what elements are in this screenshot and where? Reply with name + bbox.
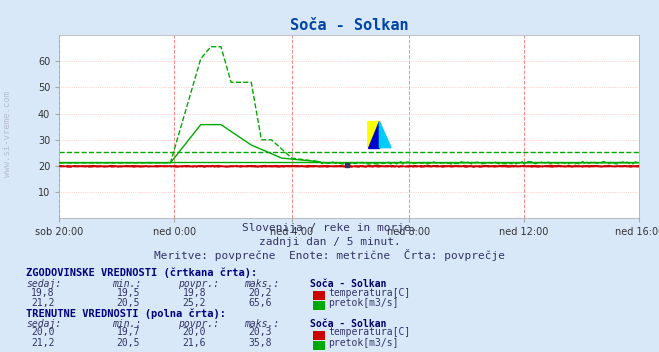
- Text: 21,2: 21,2: [31, 297, 55, 308]
- Text: pretok[m3/s]: pretok[m3/s]: [328, 297, 399, 308]
- Text: Slovenija / reke in morje.: Slovenija / reke in morje.: [242, 222, 417, 233]
- Text: zadnji dan / 5 minut.: zadnji dan / 5 minut.: [258, 237, 401, 247]
- Text: www.si-vreme.com: www.si-vreme.com: [3, 91, 13, 177]
- Text: 21,6: 21,6: [183, 338, 206, 348]
- Text: 35,8: 35,8: [248, 338, 272, 348]
- Text: TRENUTNE VREDNOSTI (polna črta):: TRENUTNE VREDNOSTI (polna črta):: [26, 308, 226, 319]
- Text: povpr.:: povpr.:: [178, 319, 219, 329]
- Text: maks.:: maks.:: [244, 319, 279, 329]
- Title: Soča - Solkan: Soča - Solkan: [290, 18, 409, 33]
- Text: 20,5: 20,5: [117, 338, 140, 348]
- Text: maks.:: maks.:: [244, 279, 279, 289]
- Text: 65,6: 65,6: [248, 297, 272, 308]
- Polygon shape: [368, 121, 380, 147]
- Text: 19,8: 19,8: [183, 288, 206, 298]
- Text: 20,5: 20,5: [117, 297, 140, 308]
- Text: 20,0: 20,0: [31, 327, 55, 338]
- Text: povpr.:: povpr.:: [178, 279, 219, 289]
- Polygon shape: [368, 121, 380, 147]
- Text: 20,3: 20,3: [248, 327, 272, 338]
- Text: sedaj:: sedaj:: [26, 319, 61, 329]
- Text: temperatura[C]: temperatura[C]: [328, 327, 411, 338]
- Text: ZGODOVINSKE VREDNOSTI (črtkana črta):: ZGODOVINSKE VREDNOSTI (črtkana črta):: [26, 268, 258, 278]
- Text: 20,0: 20,0: [183, 327, 206, 338]
- Text: 21,2: 21,2: [31, 338, 55, 348]
- Text: min.:: min.:: [112, 279, 142, 289]
- Text: sedaj:: sedaj:: [26, 279, 61, 289]
- Text: 19,8: 19,8: [31, 288, 55, 298]
- Text: 20,2: 20,2: [248, 288, 272, 298]
- Text: Meritve: povprečne  Enote: metrične  Črta: povprečje: Meritve: povprečne Enote: metrične Črta:…: [154, 249, 505, 261]
- Text: 19,5: 19,5: [117, 288, 140, 298]
- Text: temperatura[C]: temperatura[C]: [328, 288, 411, 298]
- Text: min.:: min.:: [112, 319, 142, 329]
- Text: pretok[m3/s]: pretok[m3/s]: [328, 338, 399, 348]
- Polygon shape: [380, 121, 391, 147]
- Text: Soča - Solkan: Soča - Solkan: [310, 319, 386, 329]
- Text: 19,7: 19,7: [117, 327, 140, 338]
- Text: 25,2: 25,2: [183, 297, 206, 308]
- Text: Soča - Solkan: Soča - Solkan: [310, 279, 386, 289]
